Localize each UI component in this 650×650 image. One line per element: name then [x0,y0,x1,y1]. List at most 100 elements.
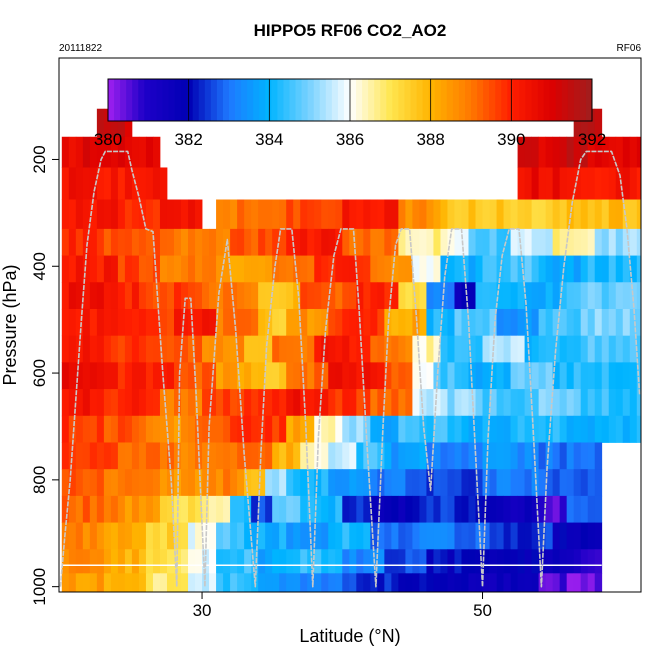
heatmap-cell [258,389,266,417]
heatmap-cell [103,362,112,390]
heatmap-cell [335,228,343,256]
heatmap-cell [82,167,91,200]
heatmap-cell [398,442,406,470]
colorbar-swatch [440,79,448,121]
heatmap-cell [377,389,385,417]
heatmap-cell [475,442,483,470]
flight-track [59,150,641,588]
flight-track-line [59,150,641,588]
heatmap-cell [615,167,624,200]
heatmap-cell [349,442,357,470]
heatmap-cell [124,308,133,337]
heatmap-cell [503,415,511,443]
heatmap-cell [356,495,364,523]
heatmap-cell [209,522,217,550]
heatmap-cell [580,335,589,363]
colorbar-swatch [446,79,454,121]
heatmap-cell [145,335,154,363]
heatmap-cell [300,415,308,443]
heatmap-cell [580,495,589,523]
heatmap-cell [251,495,259,523]
heatmap-cell [496,549,504,574]
heatmap-cell [356,522,364,550]
heatmap-cell [272,415,280,443]
heatmap-cell [61,335,70,363]
heatmap-cell [61,136,70,168]
heatmap-cell [552,308,561,337]
heatmap-cell [524,136,533,168]
heatmap-cell [566,136,575,168]
heatmap-cell [496,522,504,550]
heatmap-cell [68,282,77,310]
heatmap-cell [138,573,147,593]
heatmap-cell [195,362,203,390]
heatmap-cell [363,469,371,497]
heatmap-cell [286,255,294,283]
heatmap-cell [103,442,112,470]
heatmap-cell [545,199,554,230]
heatmap-cell [503,495,511,523]
heatmap-cell [286,522,294,550]
y-tick-label: 400 [30,252,49,280]
heatmap-cell [174,415,182,443]
heatmap-cell [440,469,448,497]
heatmap-cell [68,549,77,574]
heatmap-cell [307,335,315,363]
heatmap-cell [321,282,329,310]
heatmap-cell [145,389,154,417]
heatmap-cell [61,362,70,390]
heatmap-cell [68,335,77,363]
colorbar-swatch [253,79,260,121]
heatmap-cell [636,389,642,417]
heatmap-cell [230,573,238,593]
heatmap-cell [188,255,196,283]
heatmap-cell [454,335,462,363]
heatmap-cell [96,495,105,523]
heatmap-cell [384,335,392,363]
heatmap-cell [300,389,308,417]
heatmap-cell [580,167,589,200]
heatmap-cell [251,389,259,417]
heatmap-cell [594,522,603,550]
heatmap-cell [594,573,603,593]
heatmap-cell [594,167,603,200]
heatmap-cell [538,335,547,363]
heatmap-cell [489,442,497,470]
heatmap-cell [75,573,84,593]
heatmap-cell [258,573,266,593]
heatmap-cell [124,362,133,390]
heatmap-cell [545,495,554,523]
heatmap-cell [321,308,329,337]
heatmap-cell [110,469,119,497]
heatmap-cell [531,522,540,550]
heatmap-cell [145,136,154,168]
heatmap-cell [265,389,273,417]
x-axis: 30 50 [193,592,492,620]
heatmap-cell [96,549,105,574]
heatmap-cell [138,167,147,200]
heatmap-cell [384,522,392,550]
heatmap-cell [328,415,336,443]
colorbar-swatch [241,79,248,121]
heatmap-cell [124,469,133,497]
heatmap-cell [300,255,308,283]
heatmap-cell [342,469,350,497]
heatmap-cell [510,362,518,390]
heatmap-cell [230,228,238,256]
heatmap-cell [419,442,427,470]
heatmap-cell [131,442,140,470]
heatmap-cell [265,469,273,497]
colorbar-swatch [464,79,472,121]
heatmap-cell [426,522,434,550]
heatmap-cell [307,308,315,337]
heatmap-cell [503,255,511,283]
heatmap-cell [482,442,490,470]
heatmap-cell [75,228,84,256]
colorbar-tick-label: 386 [336,130,364,149]
heatmap-cell [475,549,483,574]
heatmap-cell [601,335,610,363]
heatmap-cell [398,549,406,574]
heatmap-cell [580,469,589,497]
heatmap-cell [475,282,483,310]
heatmap-cell [503,335,511,363]
